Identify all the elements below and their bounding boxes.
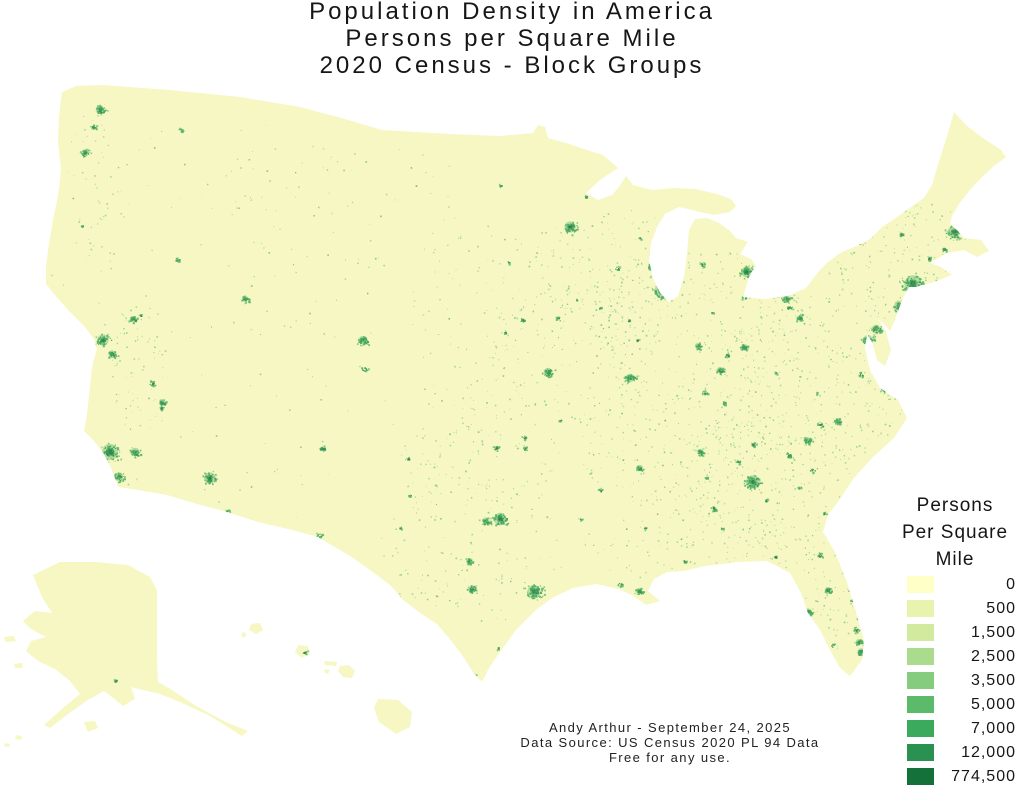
legend-title-line-3: Mile	[935, 549, 975, 570]
legend-swatch	[907, 648, 934, 665]
metro-cluster-core	[836, 419, 840, 423]
legend-swatch	[907, 768, 934, 785]
metro-cluster-core	[627, 375, 633, 381]
metro-cluster-core	[696, 344, 700, 348]
legend-title-line-1: Persons	[916, 495, 994, 516]
legend-swatch	[907, 624, 934, 641]
legend-class-label: 3,500	[970, 672, 1016, 689]
legend-row: 3,500	[890, 672, 1020, 689]
metro-cluster-core	[873, 326, 879, 332]
metro-cluster-core	[896, 303, 902, 309]
legend-class-label: 12,000	[961, 744, 1016, 761]
legend-row: 2,500	[890, 648, 1020, 665]
legend-swatch	[907, 576, 934, 593]
legend-class-label: 2,500	[970, 648, 1016, 665]
metro-cluster-core	[131, 317, 135, 321]
metro-cluster-core	[859, 650, 863, 654]
metro-cluster-core	[654, 283, 670, 299]
legend-swatch	[907, 744, 934, 761]
metro-cluster-core	[745, 270, 749, 274]
metro-cluster-core	[857, 640, 861, 644]
attribution-author: Andy Arthur - September 24, 2025	[548, 720, 792, 735]
metro-cluster-core	[882, 387, 886, 391]
legend-row: 1,500	[890, 624, 1020, 641]
metro-cluster-core	[910, 281, 916, 287]
title-line-2: Persons per Square Mile	[345, 25, 679, 52]
legend-row: 5,000	[890, 696, 1020, 713]
metro-cluster-core	[467, 559, 471, 563]
metro-cluster-core	[952, 230, 956, 234]
metro-cluster-core	[805, 438, 809, 442]
legend-swatch	[907, 600, 934, 617]
legend-class-label: 1,500	[970, 624, 1016, 641]
metro-cluster-core	[484, 519, 488, 523]
legend-class-label: 774,500	[951, 768, 1016, 785]
legend-class-label: 0	[1006, 576, 1016, 593]
hawaii-shape	[241, 623, 412, 734]
attribution-license: Free for any use.	[608, 750, 732, 765]
attribution: Andy Arthur - September 24, 2025 Data So…	[470, 720, 870, 765]
metro-cluster-core	[647, 262, 655, 270]
metro-cluster-core	[638, 466, 642, 470]
legend-swatch	[907, 672, 934, 689]
legend-row: 774,500	[890, 768, 1020, 785]
legend-class-label: 500	[986, 600, 1016, 617]
legend-swatch	[907, 720, 934, 737]
legend-rows: 0 500 1,500 2,500 3,500 5,000 7,000 12,000 774,5…	[890, 576, 1020, 785]
legend-title-line-2: Per Square	[901, 522, 1009, 543]
metro-cluster-core	[545, 369, 551, 375]
metro-cluster-core	[806, 610, 810, 614]
title-line-3: 2020 Census - Block Groups	[319, 52, 705, 79]
metro-cluster-core	[531, 589, 537, 595]
contiguous-us-shape	[46, 85, 1006, 682]
metro-cluster-core	[107, 449, 113, 455]
metro-cluster-core	[243, 297, 247, 301]
metro-cluster-core	[798, 316, 802, 320]
metro-cluster-core	[784, 296, 788, 300]
metro-cluster-core	[498, 517, 502, 521]
metro-cluster-core	[750, 479, 756, 485]
metro-cluster-core	[880, 385, 888, 393]
legend-row: 500	[890, 600, 1020, 617]
metro-cluster-core	[83, 151, 87, 155]
legend-row: 0	[890, 576, 1020, 593]
legend-row: 12,000	[890, 744, 1020, 761]
metro-cluster-core	[360, 337, 366, 343]
legend-swatch	[907, 696, 934, 713]
metro-cluster-core	[116, 474, 122, 480]
metro-cluster-core	[659, 288, 665, 294]
metro-cluster-core	[132, 449, 138, 455]
metro-cluster-core	[568, 225, 572, 229]
map-title: Population Density in America Persons pe…	[0, 0, 1024, 79]
metro-cluster-core	[865, 337, 871, 343]
land-shapes	[4, 85, 1006, 747]
attribution-source: Data Source: US Census 2020 PL 94 Data	[520, 735, 820, 750]
metro-cluster-core	[698, 450, 702, 454]
metro-cluster-core	[863, 335, 873, 345]
alaska-shape	[4, 562, 248, 747]
metro-cluster-core	[718, 368, 722, 372]
legend-row: 7,000	[890, 720, 1020, 737]
metro-cluster-core	[110, 352, 114, 356]
metro-cluster-core	[160, 400, 164, 404]
metro-cluster-core	[101, 338, 105, 342]
legend: Persons Per Square Mile 0 500 1,500 2,500 3,…	[890, 492, 1020, 791]
metro-cluster-core	[742, 345, 746, 349]
title-line-1: Population Density in America	[309, 0, 715, 25]
metro-cluster-core	[826, 588, 830, 592]
metro-cluster-core	[208, 476, 212, 480]
legend-title: Persons Per Square Mile	[890, 492, 1020, 573]
metro-cluster-core	[470, 587, 474, 591]
legend-class-label: 5,000	[970, 696, 1016, 713]
metro-cluster-core	[657, 286, 667, 296]
metro-cluster-core	[97, 107, 103, 113]
metro-cluster-core	[649, 264, 653, 268]
legend-class-label: 7,000	[970, 720, 1016, 737]
metro-cluster-core	[637, 589, 641, 593]
